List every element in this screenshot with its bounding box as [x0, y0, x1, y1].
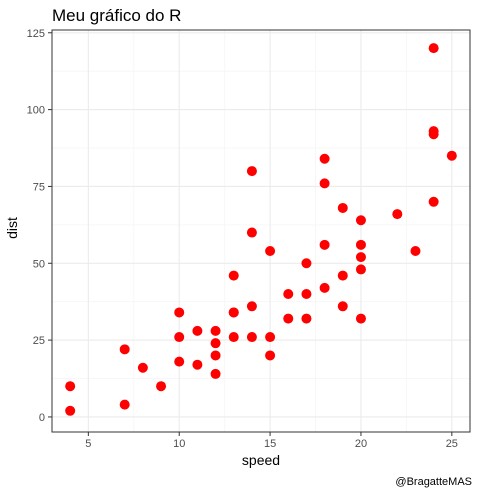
data-point: [174, 332, 184, 342]
x-tick-label: 5: [85, 438, 91, 450]
data-point: [138, 363, 148, 373]
data-point: [356, 252, 366, 262]
data-point: [192, 360, 202, 370]
data-point: [211, 326, 221, 336]
data-point: [211, 350, 221, 360]
data-point: [410, 246, 420, 256]
data-point: [283, 314, 293, 324]
data-point: [265, 350, 275, 360]
data-point: [247, 166, 257, 176]
data-point: [447, 151, 457, 161]
data-point: [265, 246, 275, 256]
chart-caption: @BragatteMAS: [395, 476, 472, 488]
data-point: [320, 154, 330, 164]
data-point: [229, 332, 239, 342]
data-point: [120, 344, 130, 354]
x-tick-label: 15: [264, 438, 276, 450]
data-point: [174, 307, 184, 317]
data-point: [320, 240, 330, 250]
data-point: [265, 332, 275, 342]
data-point: [65, 381, 75, 391]
y-tick-label: 125: [27, 28, 45, 40]
data-point: [211, 338, 221, 348]
data-point: [320, 283, 330, 293]
data-point: [174, 357, 184, 367]
x-tick-label: 25: [446, 438, 458, 450]
data-point: [247, 228, 257, 238]
y-tick-label: 0: [39, 412, 45, 424]
data-point: [65, 406, 75, 416]
y-tick-label: 50: [33, 258, 45, 270]
data-point: [356, 215, 366, 225]
data-point: [229, 307, 239, 317]
data-point: [211, 369, 221, 379]
data-point: [338, 271, 348, 281]
x-tick-label: 10: [173, 438, 185, 450]
data-point: [229, 271, 239, 281]
data-point: [120, 400, 130, 410]
data-point: [356, 240, 366, 250]
data-point: [301, 314, 311, 324]
data-point: [283, 289, 293, 299]
data-point: [320, 178, 330, 188]
data-point: [156, 381, 166, 391]
y-axis-title: dist: [4, 217, 20, 239]
data-point: [356, 314, 366, 324]
data-point: [338, 301, 348, 311]
data-point: [356, 264, 366, 274]
data-point: [192, 326, 202, 336]
x-tick-label: 20: [355, 438, 367, 450]
chart-title: Meu gráfico do R: [52, 6, 181, 25]
y-tick-label: 75: [33, 181, 45, 193]
data-point: [338, 203, 348, 213]
y-tick-label: 100: [27, 105, 45, 117]
data-point: [429, 197, 439, 207]
data-point: [247, 332, 257, 342]
data-point: [301, 258, 311, 268]
data-point: [247, 301, 257, 311]
data-point: [392, 209, 402, 219]
y-tick-label: 25: [33, 335, 45, 347]
x-axis-title: speed: [242, 452, 280, 468]
data-point: [429, 126, 439, 136]
data-point: [301, 289, 311, 299]
data-point: [429, 43, 439, 53]
